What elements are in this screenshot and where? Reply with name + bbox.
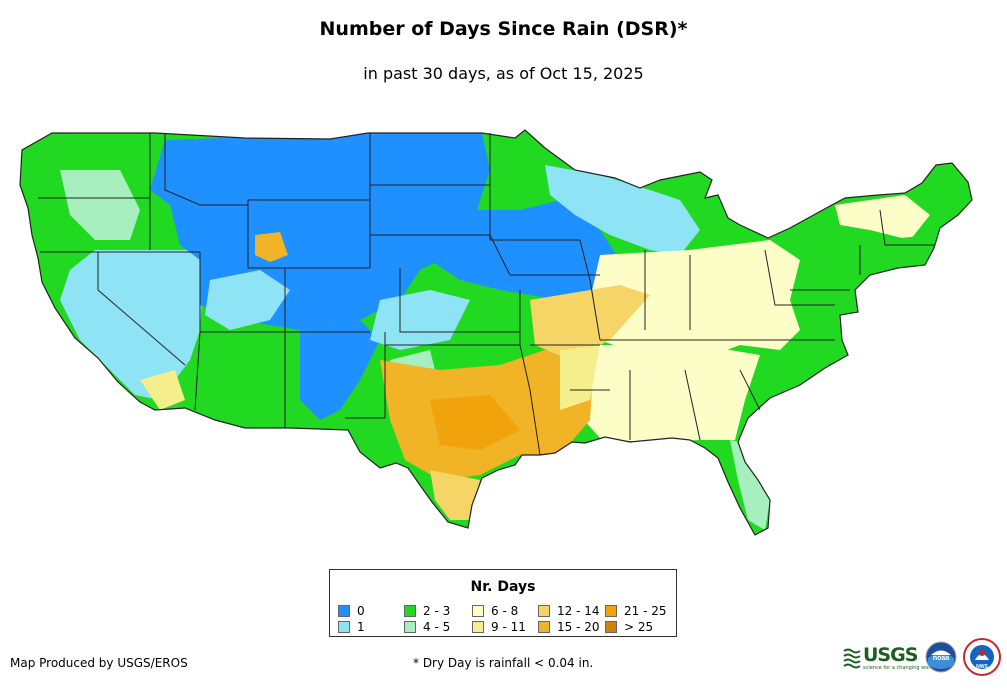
- legend-swatch: [538, 621, 550, 633]
- legend-item-2: 2 - 3: [404, 605, 450, 618]
- legend-box: Nr. Days 0 1 2 - 3 4 - 5 6 - 8 9 - 11 12…: [329, 569, 677, 637]
- legend-swatch: [538, 605, 550, 617]
- legend-label: 4 - 5: [423, 620, 451, 634]
- map-credit: Map Produced by USGS/EROS: [10, 656, 188, 670]
- legend-label: 2 - 3: [423, 604, 451, 618]
- legend-label: 0: [357, 604, 365, 618]
- legend-item-7: 15 - 20: [538, 621, 600, 634]
- legend-swatch: [338, 621, 350, 633]
- svg-text:noaa: noaa: [933, 655, 949, 662]
- legend-label: 12 - 14: [557, 604, 600, 618]
- legend-label: 21 - 25: [624, 604, 667, 618]
- map-title: Number of Days Since Rain (DSR)*: [319, 18, 688, 40]
- legend-item-6: 12 - 14: [538, 605, 600, 618]
- usgs-wordmark: USGS: [863, 644, 918, 666]
- legend-item-8: 21 - 25: [605, 605, 667, 618]
- legend-item-0: 0: [338, 605, 365, 618]
- legend-swatch: [338, 605, 350, 617]
- conus-dsr-map: [19, 129, 973, 536]
- legend-item-4: 6 - 8: [472, 605, 518, 618]
- dry-day-footnote: * Dry Day is rainfall < 0.04 in.: [413, 656, 594, 670]
- legend-label: 9 - 11: [491, 620, 526, 634]
- legend-item-1: 1: [338, 621, 365, 634]
- legend-swatch: [404, 605, 416, 617]
- legend-swatch: [472, 605, 484, 617]
- map-subtitle: in past 30 days, as of Oct 15, 2025: [363, 64, 644, 83]
- legend-swatch: [605, 621, 617, 633]
- svg-text:NWS: NWS: [976, 664, 988, 670]
- legend-item-5: 9 - 11: [472, 621, 526, 634]
- legend-swatch: [404, 621, 416, 633]
- legend-label: 1: [357, 620, 365, 634]
- usgs-tagline: science for a changing world: [863, 665, 935, 671]
- legend-title: Nr. Days: [470, 579, 536, 595]
- nws-logo: NWS: [963, 638, 1001, 676]
- legend-swatch: [472, 621, 484, 633]
- legend-item-9: > 25: [605, 621, 653, 634]
- legend-label: 15 - 20: [557, 620, 600, 634]
- legend-item-3: 4 - 5: [404, 621, 450, 634]
- usgs-wave-icon: [843, 648, 861, 669]
- usgs-logo: USGS science for a changing world: [843, 643, 935, 671]
- legend-label: > 25: [624, 620, 654, 634]
- legend-label: 6 - 8: [491, 604, 519, 618]
- legend-swatch: [605, 605, 617, 617]
- noaa-logo: noaa: [925, 641, 957, 673]
